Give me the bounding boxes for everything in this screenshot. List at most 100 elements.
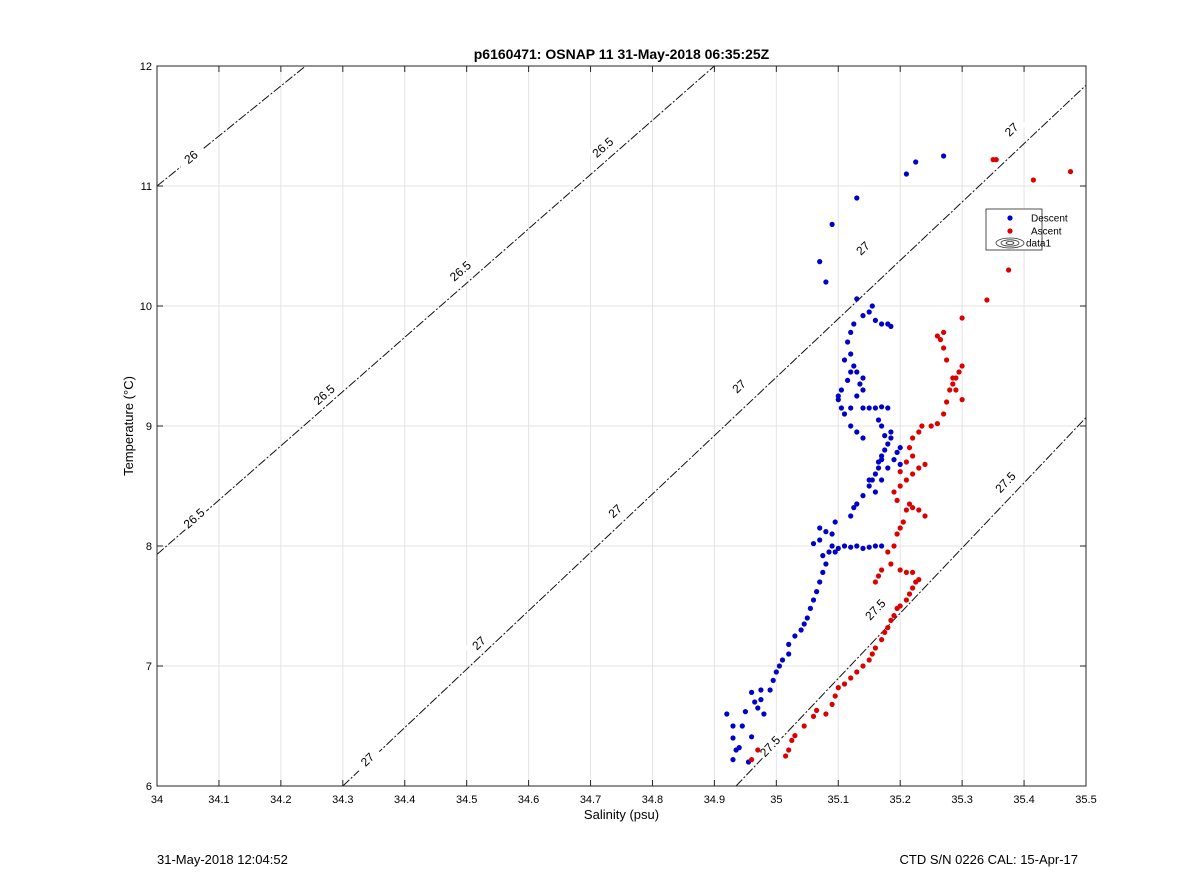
data-point bbox=[829, 701, 835, 708]
contour-line-27.5 bbox=[735, 417, 1086, 786]
data-point bbox=[897, 483, 903, 489]
data-point bbox=[879, 404, 885, 410]
data-point bbox=[888, 435, 894, 441]
data-point bbox=[906, 445, 913, 451]
data-point bbox=[916, 507, 922, 513]
data-point bbox=[835, 685, 841, 691]
data-point bbox=[919, 423, 925, 429]
data-point bbox=[947, 387, 953, 393]
data-point bbox=[786, 747, 792, 753]
data-point bbox=[906, 501, 913, 507]
data-point bbox=[866, 309, 872, 315]
data-point bbox=[910, 453, 916, 459]
data-point bbox=[789, 737, 795, 744]
y-axis-label: Temperature (°C) bbox=[121, 376, 136, 476]
data-point bbox=[810, 597, 817, 603]
data-point bbox=[888, 429, 894, 435]
data-point bbox=[820, 569, 826, 576]
data-point bbox=[792, 633, 798, 639]
data-point bbox=[891, 543, 897, 549]
data-point bbox=[736, 745, 742, 751]
data-point bbox=[832, 519, 838, 525]
contour-label-bg bbox=[464, 628, 495, 658]
chart-title: p6160471: OSNAP 11 31-May-2018 06:35:25Z bbox=[474, 46, 770, 62]
data-point bbox=[807, 605, 814, 612]
data-point bbox=[875, 417, 882, 423]
data-point bbox=[749, 734, 755, 740]
contour-label-bg bbox=[309, 380, 340, 410]
data-point bbox=[888, 561, 894, 567]
data-point bbox=[941, 153, 947, 159]
data-point bbox=[848, 369, 854, 375]
contour-label-bg bbox=[990, 467, 1021, 498]
x-tick-label: 34.6 bbox=[518, 794, 539, 806]
data-point bbox=[879, 543, 885, 549]
data-point bbox=[910, 569, 916, 576]
x-tick-label: 34 bbox=[151, 794, 163, 806]
data-point bbox=[823, 529, 829, 535]
data-point bbox=[866, 657, 872, 663]
data-point bbox=[848, 405, 854, 411]
data-point bbox=[891, 613, 897, 619]
data-point bbox=[953, 387, 959, 393]
data-point bbox=[891, 457, 897, 463]
data-point bbox=[838, 405, 845, 411]
data-point bbox=[882, 629, 888, 636]
x-tick-label: 35 bbox=[770, 794, 782, 806]
data-point bbox=[801, 723, 807, 729]
data-point bbox=[944, 357, 950, 363]
data-point bbox=[869, 651, 875, 657]
data-point bbox=[950, 375, 956, 381]
data-point bbox=[835, 393, 841, 399]
data-point bbox=[934, 421, 941, 427]
data-point bbox=[885, 625, 891, 631]
data-point bbox=[857, 381, 863, 387]
data-point bbox=[801, 621, 807, 627]
legend-contour-ring bbox=[1005, 241, 1015, 245]
x-tick-label: 34.8 bbox=[642, 794, 663, 806]
data-point bbox=[872, 405, 879, 411]
data-point bbox=[835, 397, 841, 403]
data-point bbox=[872, 471, 879, 477]
x-tick-label: 35.1 bbox=[828, 794, 849, 806]
data-point bbox=[783, 753, 789, 759]
data-point bbox=[897, 469, 903, 475]
data-point bbox=[1067, 169, 1074, 175]
data-point bbox=[848, 423, 854, 429]
data-point bbox=[829, 543, 835, 549]
data-point bbox=[848, 513, 854, 519]
y-tick-label: 11 bbox=[141, 181, 152, 193]
legend-contour-ring bbox=[995, 237, 1025, 249]
data-point bbox=[910, 471, 916, 477]
data-point bbox=[897, 445, 903, 451]
x-tick-label: 35.3 bbox=[951, 794, 972, 806]
data-point bbox=[848, 544, 854, 550]
data-point bbox=[888, 323, 894, 329]
data-point bbox=[814, 589, 820, 595]
data-point bbox=[1030, 177, 1036, 183]
contour-label-bg bbox=[724, 371, 755, 402]
data-point bbox=[860, 663, 866, 669]
data-point bbox=[903, 507, 910, 513]
data-point bbox=[910, 585, 916, 591]
data-point bbox=[900, 519, 906, 525]
data-series bbox=[724, 153, 1074, 765]
data-point bbox=[786, 641, 792, 648]
data-point bbox=[922, 513, 928, 519]
contour-label-bg bbox=[587, 133, 619, 163]
data-point bbox=[770, 677, 776, 684]
data-point bbox=[832, 693, 838, 699]
legend: Descent Ascent data1 bbox=[985, 208, 1068, 251]
x-tick-label: 34.7 bbox=[580, 794, 601, 806]
x-tick-label: 34.1 bbox=[208, 794, 229, 806]
contour-label-bg bbox=[175, 142, 207, 172]
y-tick-label: 7 bbox=[146, 661, 152, 673]
data-point bbox=[928, 423, 934, 429]
series-descent bbox=[724, 153, 947, 765]
data-point bbox=[817, 259, 823, 265]
data-point bbox=[724, 711, 730, 717]
data-point bbox=[866, 483, 872, 489]
x-tick-label: 34.4 bbox=[394, 794, 415, 806]
data-point bbox=[875, 465, 882, 471]
x-axis-label: Salinity (psu) bbox=[584, 807, 659, 822]
